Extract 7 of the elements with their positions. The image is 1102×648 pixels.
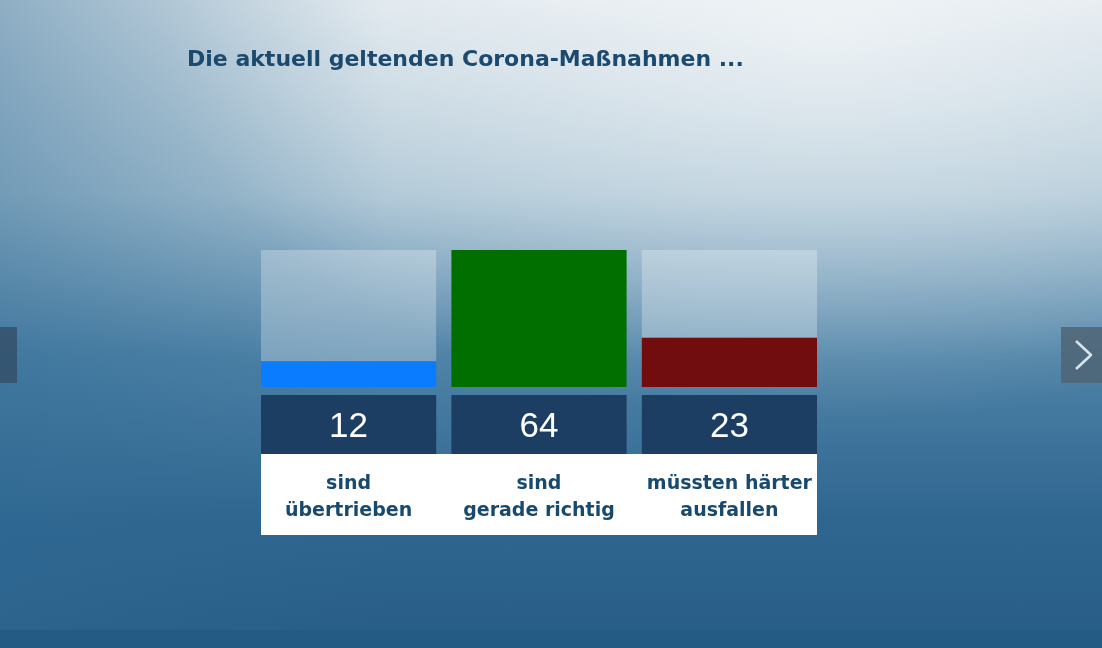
chart-title: Die aktuell geltenden Corona-Maßnahmen ... <box>187 46 744 71</box>
data-label: 23 <box>709 405 749 444</box>
data-label: 64 <box>519 405 559 444</box>
data-label: 12 <box>329 405 369 444</box>
x-tick-label: müssten härter ausfallen <box>646 471 813 520</box>
x-tick-label: sind übertrieben <box>284 471 413 520</box>
x-tick-label: sind gerade richtig <box>463 471 615 520</box>
